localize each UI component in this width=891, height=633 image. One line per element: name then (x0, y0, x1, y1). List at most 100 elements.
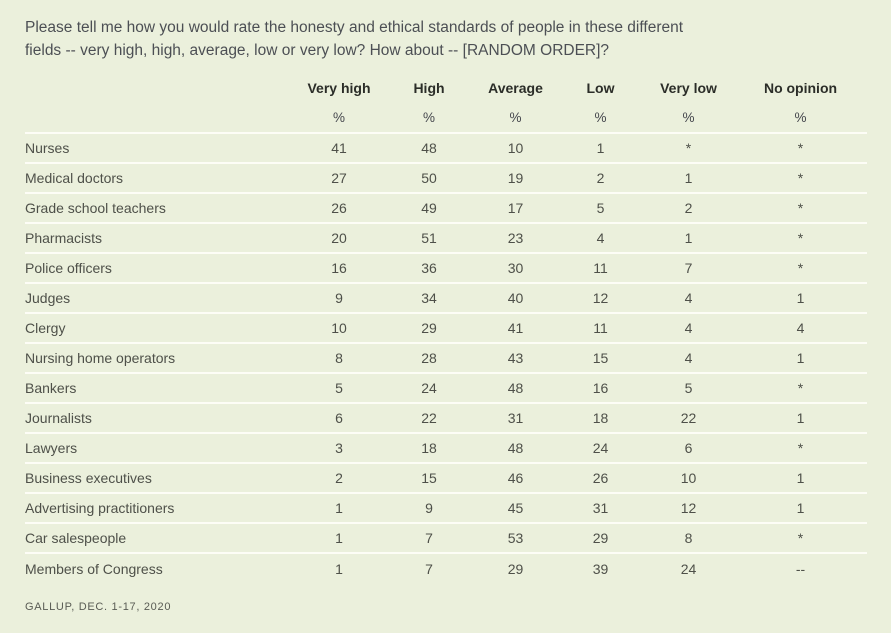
cell-very-high: 10 (331, 320, 347, 336)
cell-low: 1 (596, 140, 605, 156)
unit-percent-no-opinion: % (794, 109, 807, 125)
profession-label: Lawyers (25, 440, 78, 456)
cell-very-high: 26 (331, 200, 347, 216)
cell-no-opinion: 1 (796, 500, 805, 516)
honesty-ratings-table: Very high High Average Low Very low No o… (25, 74, 867, 583)
cell-average: 30 (507, 260, 524, 276)
cell-high: 9 (425, 500, 433, 516)
cell-no-opinion: -- (795, 560, 806, 577)
cell-very-low: 2 (684, 200, 693, 216)
cell-high: 28 (421, 350, 437, 366)
cell-average: 48 (507, 380, 524, 396)
cell-high: 18 (421, 440, 437, 456)
col-header-low: Low (586, 80, 615, 96)
cell-very-low: 8 (684, 530, 693, 546)
header-spacer (25, 74, 293, 102)
unit-percent-low: % (594, 109, 607, 125)
cell-low: 18 (592, 410, 609, 426)
profession-label: Clergy (25, 320, 66, 336)
cell-very-high: 27 (331, 170, 347, 186)
table-row: Lawyers 3 18 48 24 6 * (25, 433, 867, 463)
profession-label: Bankers (25, 380, 77, 396)
cell-high: 51 (421, 230, 437, 246)
survey-question: Please tell me how you would rate the ho… (25, 16, 867, 62)
unit-spacer (25, 102, 293, 133)
cell-high: 24 (421, 380, 437, 396)
cell-no-opinion: * (797, 230, 804, 246)
cell-low: 31 (592, 500, 609, 516)
unit-percent-average: % (509, 109, 522, 125)
table-row: Journalists 6 22 31 18 22 1 (25, 403, 867, 433)
cell-average: 31 (507, 410, 524, 426)
col-header-very-high: Very high (307, 80, 371, 96)
profession-label: Nursing home operators (25, 350, 176, 366)
table-row: Judges 9 34 40 12 4 1 (25, 283, 867, 313)
profession-label: Journalists (25, 410, 92, 426)
table-row: Clergy 10 29 41 11 4 4 (25, 313, 867, 343)
survey-question-line-1: Please tell me how you would rate the ho… (25, 19, 684, 36)
table-body: Nurses 41 48 10 1 * * Medical doctors 27… (25, 133, 867, 583)
table-row: Nursing home operators 8 28 43 15 4 1 (25, 343, 867, 373)
cell-average: 29 (507, 560, 524, 577)
header-row: Very high High Average Low Very low No o… (25, 74, 867, 102)
cell-average: 10 (507, 140, 524, 156)
cell-very-low: 7 (684, 260, 693, 276)
cell-very-low: 10 (680, 470, 697, 486)
cell-no-opinion: * (797, 530, 804, 546)
cell-average: 19 (507, 170, 524, 186)
cell-average: 41 (507, 320, 524, 336)
cell-high: 49 (421, 200, 437, 216)
cell-no-opinion: * (797, 440, 804, 456)
unit-percent-very-low: % (682, 109, 695, 125)
col-header-very-low: Very low (660, 80, 717, 96)
col-header-high: High (413, 80, 445, 96)
profession-label: Judges (25, 290, 71, 306)
cell-very-low: 6 (684, 440, 693, 456)
cell-low: 5 (596, 200, 605, 216)
table-row: Nurses 41 48 10 1 * * (25, 133, 867, 163)
cell-low: 16 (592, 380, 609, 396)
col-header-no-opinion: No opinion (763, 80, 838, 96)
profession-label: Car salespeople (25, 530, 127, 546)
profession-label: Advertising practitioners (25, 500, 175, 516)
cell-low: 29 (592, 530, 609, 546)
cell-average: 40 (507, 290, 524, 306)
cell-very-low: 22 (680, 410, 697, 426)
profession-label: Grade school teachers (25, 200, 166, 216)
cell-average: 46 (507, 470, 524, 486)
cell-no-opinion: * (797, 170, 804, 186)
cell-low: 4 (596, 230, 605, 246)
profession-label: Business executives (25, 470, 152, 486)
cell-very-high: 2 (335, 470, 343, 486)
cell-low: 11 (593, 260, 608, 276)
cell-very-low: 1 (684, 230, 693, 246)
cell-low: 2 (596, 170, 605, 186)
table-row: Grade school teachers 26 49 17 5 2 * (25, 193, 867, 223)
profession-label: Members of Congress (25, 560, 163, 577)
cell-low: 39 (592, 560, 609, 577)
cell-average: 17 (507, 200, 524, 216)
cell-high: 48 (421, 140, 437, 156)
table-row: Car salespeople 1 7 53 29 8 * (25, 523, 867, 553)
table-row: Bankers 5 24 48 16 5 * (25, 373, 867, 403)
cell-very-high: 1 (335, 530, 343, 546)
table-row: Medical doctors 27 50 19 2 1 * (25, 163, 867, 193)
cell-very-low: 4 (684, 320, 693, 336)
profession-label: Police officers (25, 260, 112, 276)
cell-low: 26 (592, 470, 609, 486)
cell-high: 7 (425, 530, 433, 546)
cell-high: 34 (421, 290, 437, 306)
table-row: Pharmacists 20 51 23 4 1 * (25, 223, 867, 253)
cell-very-high: 9 (335, 290, 343, 306)
cell-very-low: * (685, 140, 692, 156)
cell-very-low: 24 (680, 560, 697, 577)
table-row: Members of Congress 1 7 29 39 24 -- (25, 553, 867, 583)
cell-very-high: 41 (331, 140, 347, 156)
cell-very-high: 1 (335, 500, 343, 516)
cell-no-opinion: 1 (796, 290, 805, 306)
profession-label: Medical doctors (25, 170, 124, 186)
table-row: Police officers 16 36 30 11 7 * (25, 253, 867, 283)
cell-no-opinion: * (797, 200, 804, 216)
cell-very-high: 16 (331, 260, 347, 276)
